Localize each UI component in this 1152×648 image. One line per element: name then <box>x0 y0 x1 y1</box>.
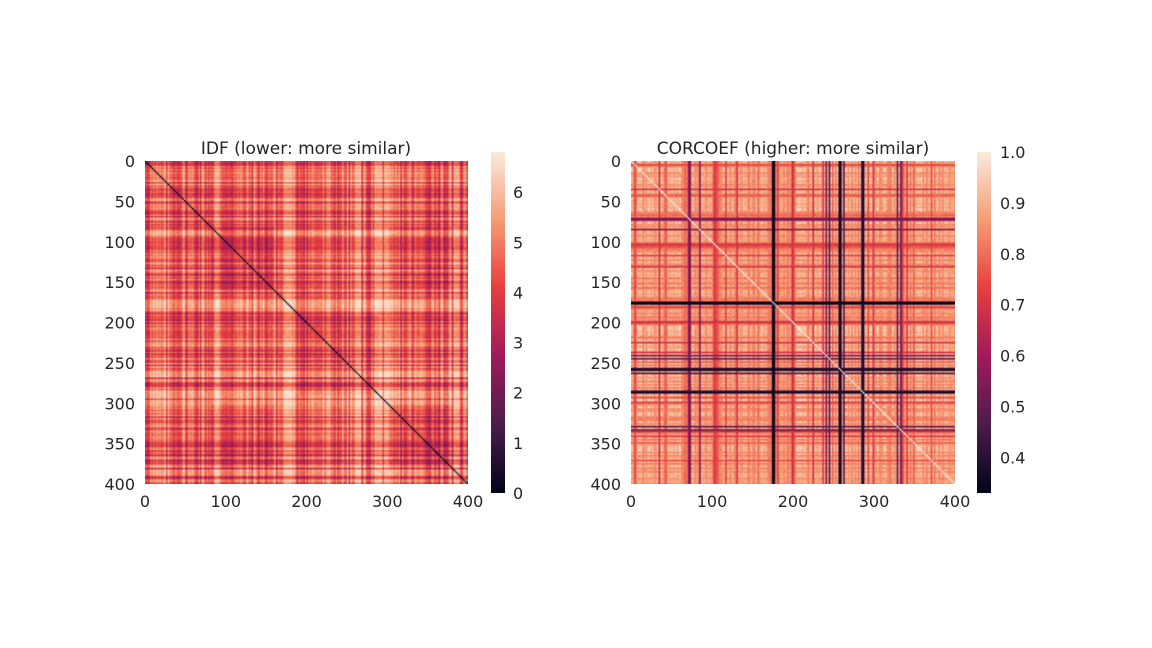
idf-x-axis: 0 100 200 300 400 <box>140 492 483 511</box>
idf-colorbar-tick-label: 5 <box>513 233 523 252</box>
corcoef-heatmap <box>631 161 955 484</box>
corcoef-ytick-label: 400 <box>590 475 621 494</box>
corcoef-xtick-label: 300 <box>859 492 890 511</box>
idf-xtick-label: 400 <box>453 492 484 511</box>
idf-colorbar-tick-label: 3 <box>513 334 523 353</box>
idf-xtick-label: 200 <box>291 492 322 511</box>
idf-ytick-label: 200 <box>104 314 135 333</box>
idf-xtick-label: 300 <box>372 492 403 511</box>
idf-ytick-label: 400 <box>104 475 135 494</box>
idf-ytick-label: 250 <box>104 354 135 373</box>
corcoef-colorbar-tick-label: 0.7 <box>1000 296 1025 315</box>
corcoef-colorbar-tick-label: 0.6 <box>1000 347 1025 366</box>
corcoef-ytick-label: 300 <box>590 394 621 413</box>
idf-heatmap <box>145 161 468 484</box>
idf-colorbar: 0 1 2 3 4 5 6 <box>491 152 523 503</box>
idf-title: IDF (lower: more similar) <box>201 139 411 159</box>
corcoef-colorbar-ticks: 0.4 0.5 0.6 0.7 0.8 0.9 1.0 <box>1000 143 1025 467</box>
idf-heatmap-image <box>145 161 468 484</box>
corcoef-xtick-label: 200 <box>778 492 809 511</box>
corcoef-colorbar-tick-label: 0.4 <box>1000 448 1025 467</box>
corcoef-ytick-label: 150 <box>590 273 621 292</box>
idf-y-axis: 0 50 100 150 200 250 300 350 400 <box>104 152 135 494</box>
idf-ytick-label: 50 <box>115 192 135 211</box>
idf-ytick-label: 150 <box>104 273 135 292</box>
corcoef-colorbar-tick-label: 0.9 <box>1000 194 1025 213</box>
corcoef-colorbar-tick-label: 0.5 <box>1000 397 1025 416</box>
corcoef-y-axis: 0 50 100 150 200 250 300 350 400 <box>590 152 621 494</box>
corcoef-heatmap-image <box>631 161 955 484</box>
corcoef-ytick-label: 50 <box>601 192 621 211</box>
idf-colorbar-tick-label: 2 <box>513 384 523 403</box>
idf-colorbar-tick-label: 4 <box>513 283 523 302</box>
idf-colorbar-tick-label: 6 <box>513 183 523 202</box>
corcoef-ytick-label: 200 <box>590 314 621 333</box>
corcoef-ytick-label: 350 <box>590 435 621 454</box>
corcoef-colorbar: 0.4 0.5 0.6 0.7 0.8 0.9 1.0 <box>977 143 1025 493</box>
corcoef-colorbar-image <box>977 152 991 493</box>
corcoef-xtick-label: 0 <box>626 492 636 511</box>
corcoef-colorbar-tick-label: 0.8 <box>1000 245 1025 264</box>
corcoef-ytick-label: 0 <box>611 152 621 171</box>
idf-panel: IDF (lower: more similar) 05010015020025… <box>104 139 523 511</box>
idf-colorbar-ticks: 0 1 2 3 4 5 6 <box>513 183 523 503</box>
corcoef-colorbar-tick-label: 1.0 <box>1000 143 1025 162</box>
idf-ytick-label: 0 <box>125 152 135 171</box>
idf-xtick-label: 100 <box>210 492 241 511</box>
corcoef-title: CORCOEF (higher: more similar) <box>657 139 929 159</box>
idf-colorbar-tick-label: 1 <box>513 434 523 453</box>
idf-xtick-label: 0 <box>140 492 150 511</box>
corcoef-ytick-label: 250 <box>590 354 621 373</box>
corcoef-ytick-label: 100 <box>590 233 621 252</box>
idf-ytick-label: 100 <box>104 233 135 252</box>
idf-colorbar-image <box>491 152 505 493</box>
idf-ytick-label: 300 <box>104 394 135 413</box>
corcoef-xtick-label: 400 <box>940 492 971 511</box>
idf-ytick-label: 350 <box>104 435 135 454</box>
corcoef-x-axis: 0 100 200 300 400 <box>626 492 970 511</box>
corcoef-panel: CORCOEF (higher: more similar) 0 50 100 150… <box>590 139 1025 511</box>
corcoef-xtick-label: 100 <box>697 492 728 511</box>
idf-colorbar-tick-label: 0 <box>513 484 523 503</box>
